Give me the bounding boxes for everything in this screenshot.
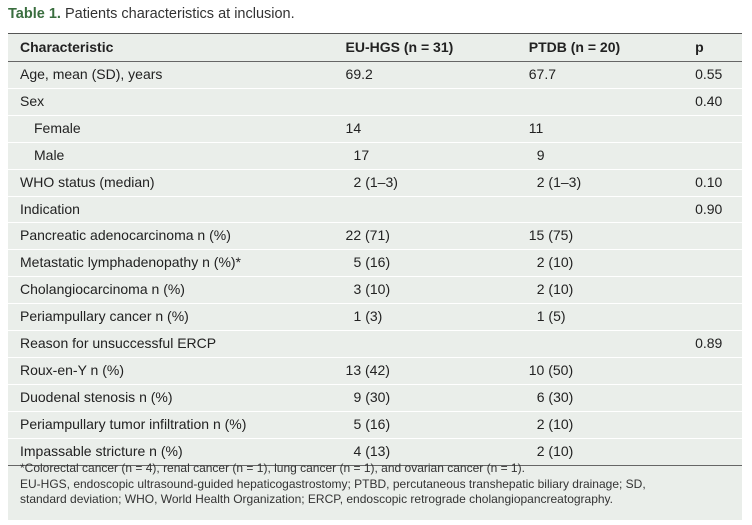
footnote-line: standard deviation; WHO, World Health Or… — [20, 492, 613, 506]
euhgs-value: 14 — [345, 115, 529, 143]
p-value — [695, 249, 742, 278]
ptdb-value: 2 (1–3) — [528, 169, 696, 197]
euhgs-value: 5 (16) — [345, 249, 529, 278]
ptdb-value: 2 (10) — [528, 249, 696, 278]
ptdb-value — [528, 196, 696, 224]
row-label: Age, mean (SD), years — [8, 61, 346, 89]
p-value — [695, 303, 742, 332]
table-row: WHO status (median) 2 (1–3) 2 (1–3) 0.10 — [8, 169, 742, 197]
euhgs-value: 22 (71) — [345, 222, 529, 251]
p-value — [695, 438, 742, 466]
ptdb-value — [528, 330, 696, 358]
euhgs-value: 2 (1–3) — [345, 169, 529, 197]
euhgs-value: 13 (42) — [345, 357, 529, 385]
euhgs-value — [345, 330, 529, 358]
p-value: 0.55 — [695, 61, 742, 89]
row-label: Periampullary cancer n (%) — [8, 303, 346, 332]
p-value — [695, 357, 742, 385]
table-row: Metastatic lymphadenopathy n (%)* 5 (16) 2… — [8, 249, 742, 278]
row-label: Indication — [8, 196, 346, 224]
table-caption: Table 1. Patients characteristics at inc… — [8, 6, 295, 22]
row-label: WHO status (median) — [8, 169, 346, 197]
characteristics-table: Characteristic EU-HGS (n = 31) PTDB (n =… — [8, 33, 742, 466]
ptdb-value: 2 (10) — [528, 411, 696, 439]
table-row: Age, mean (SD), years 69.2 67.7 0.55 — [8, 61, 742, 89]
ptdb-value: 10 (50) — [528, 357, 696, 385]
table-row: Roux-en-Y n (%) 13 (42) 10 (50) — [8, 357, 742, 385]
row-label: Impassable stricture n (%) — [8, 438, 346, 466]
table-title: Patients characteristics at inclusion. — [64, 6, 295, 22]
row-label: Male — [8, 142, 346, 170]
euhgs-value: 3 (10) — [345, 276, 529, 305]
table-row: Periampullary tumor infiltration n (%) 5 … — [8, 411, 742, 439]
table-body: Age, mean (SD), years 69.2 67.7 0.55 Sex 0.40… — [8, 61, 742, 466]
ptdb-value: 2 (10) — [528, 276, 696, 305]
header-characteristic: Characteristic — [8, 33, 346, 62]
table-row: Duodenal stenosis n (%) 9 (30) 6 (30) — [8, 384, 742, 412]
ptdb-value: 15 (75) — [528, 222, 696, 251]
row-label: Roux-en-Y n (%) — [8, 357, 346, 385]
header-ptdb: PTDB (n = 20) — [528, 33, 696, 62]
table-row: Male 17 9 — [8, 142, 742, 170]
header-p-value: p — [695, 33, 742, 62]
p-value: 0.10 — [695, 169, 742, 197]
euhgs-value: 17 — [345, 142, 529, 170]
p-value: 0.90 — [695, 196, 742, 224]
row-label: Metastatic lymphadenopathy n (%)* — [8, 249, 346, 278]
header-euhgs: EU-HGS (n = 31) — [345, 33, 529, 62]
table-row: Reason for unsuccessful ERCP 0.89 — [8, 330, 742, 358]
row-label: Periampullary tumor infiltration n (%) — [8, 411, 346, 439]
euhgs-value: 69.2 — [345, 61, 529, 89]
table-footnote: *Colorectal cancer (n = 4), renal cancer… — [20, 461, 732, 508]
table-row: Indication 0.90 — [8, 196, 742, 224]
footnote-line: *Colorectal cancer (n = 4), renal cancer… — [20, 461, 525, 475]
ptdb-value: 11 — [528, 115, 696, 143]
table-row: Impassable stricture n (%) 4 (13) 2 (10) — [8, 438, 742, 466]
euhgs-value: 5 (16) — [345, 411, 529, 439]
p-value — [695, 115, 742, 143]
row-label: Duodenal stenosis n (%) — [8, 384, 346, 412]
p-value — [695, 384, 742, 412]
p-value — [695, 276, 742, 305]
table-row: Pancreatic adenocarcinoma n (%) 22 (71) 15… — [8, 222, 742, 251]
table-label: Table 1. — [8, 6, 61, 22]
row-label: Female — [8, 115, 346, 143]
row-label: Reason for unsuccessful ERCP — [8, 330, 346, 358]
ptdb-value: 9 — [528, 142, 696, 170]
ptdb-value: 2 (10) — [528, 438, 696, 466]
table-row: Cholangiocarcinoma n (%) 3 (10) 2 (10) — [8, 276, 742, 305]
euhgs-value: 9 (30) — [345, 384, 529, 412]
ptdb-value: 67.7 — [528, 61, 696, 89]
table-row: Sex 0.40 — [8, 88, 742, 116]
row-label: Sex — [8, 88, 346, 116]
euhgs-value: 4 (13) — [345, 438, 529, 466]
p-value — [695, 222, 742, 251]
p-value: 0.40 — [695, 88, 742, 116]
p-value — [695, 411, 742, 439]
p-value — [695, 142, 742, 170]
table-row: Periampullary cancer n (%) 1 (3) 1 (5) — [8, 303, 742, 332]
row-label: Pancreatic adenocarcinoma n (%) — [8, 222, 346, 251]
euhgs-value — [345, 88, 529, 116]
euhgs-value — [345, 196, 529, 224]
table-header-row: Characteristic EU-HGS (n = 31) PTDB (n =… — [8, 33, 742, 62]
ptdb-value — [528, 88, 696, 116]
ptdb-value: 6 (30) — [528, 384, 696, 412]
row-label: Cholangiocarcinoma n (%) — [8, 276, 346, 305]
euhgs-value: 1 (3) — [345, 303, 529, 332]
p-value: 0.89 — [695, 330, 742, 358]
table-row: Female 14 11 — [8, 115, 742, 143]
ptdb-value: 1 (5) — [528, 303, 696, 332]
footnote-line: EU-HGS, endoscopic ultrasound-guided hep… — [20, 476, 646, 491]
table-panel: Characteristic EU-HGS (n = 31) PTDB (n =… — [8, 33, 742, 520]
